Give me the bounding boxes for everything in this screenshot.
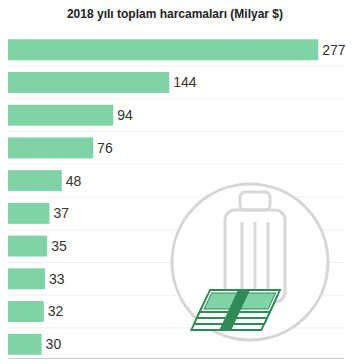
suitcase-stripe xyxy=(267,222,270,290)
bar xyxy=(8,268,45,289)
suitcase-body xyxy=(225,210,285,302)
data-label: 277 xyxy=(322,42,346,58)
bar xyxy=(8,137,93,158)
data-label: 37 xyxy=(53,205,69,221)
suitcase xyxy=(225,192,285,302)
row-separator xyxy=(8,131,344,132)
row-separator xyxy=(8,98,344,99)
bar xyxy=(8,72,169,93)
bar xyxy=(8,203,49,224)
icon xyxy=(172,184,328,340)
icon-circle xyxy=(172,184,328,340)
bar xyxy=(8,170,62,191)
x-axis xyxy=(9,358,345,359)
row-separator xyxy=(8,66,344,67)
row-separator xyxy=(8,164,344,165)
bar xyxy=(8,236,47,257)
suitcase-stripe xyxy=(254,222,257,290)
chart: 2018 yılı toplam harcamaları (Milyar $) 2… xyxy=(0,0,356,364)
bar xyxy=(8,334,42,355)
data-label: 144 xyxy=(173,74,197,90)
bar xyxy=(8,39,318,60)
x-axis-line xyxy=(9,358,345,359)
bar xyxy=(8,301,44,322)
data-labels: 277 144 94 76 48 37 35 33 32 30 xyxy=(46,42,346,353)
data-label: 35 xyxy=(51,238,67,254)
data-label: 94 xyxy=(117,107,133,123)
bar xyxy=(8,105,113,126)
title: 2018 yılı toplam harcamaları (Milyar $) xyxy=(67,7,283,21)
suitcase-stripe xyxy=(241,222,244,290)
plot: 277 144 94 76 48 37 35 33 32 30 xyxy=(8,39,346,358)
data-label: 48 xyxy=(66,173,82,189)
data-label: 76 xyxy=(97,140,113,156)
money-band xyxy=(219,290,250,330)
data-label: 33 xyxy=(49,271,65,287)
data-label: 32 xyxy=(48,303,64,319)
money xyxy=(191,290,280,330)
data-label: 30 xyxy=(46,336,62,352)
suitcase-handle xyxy=(240,192,270,210)
